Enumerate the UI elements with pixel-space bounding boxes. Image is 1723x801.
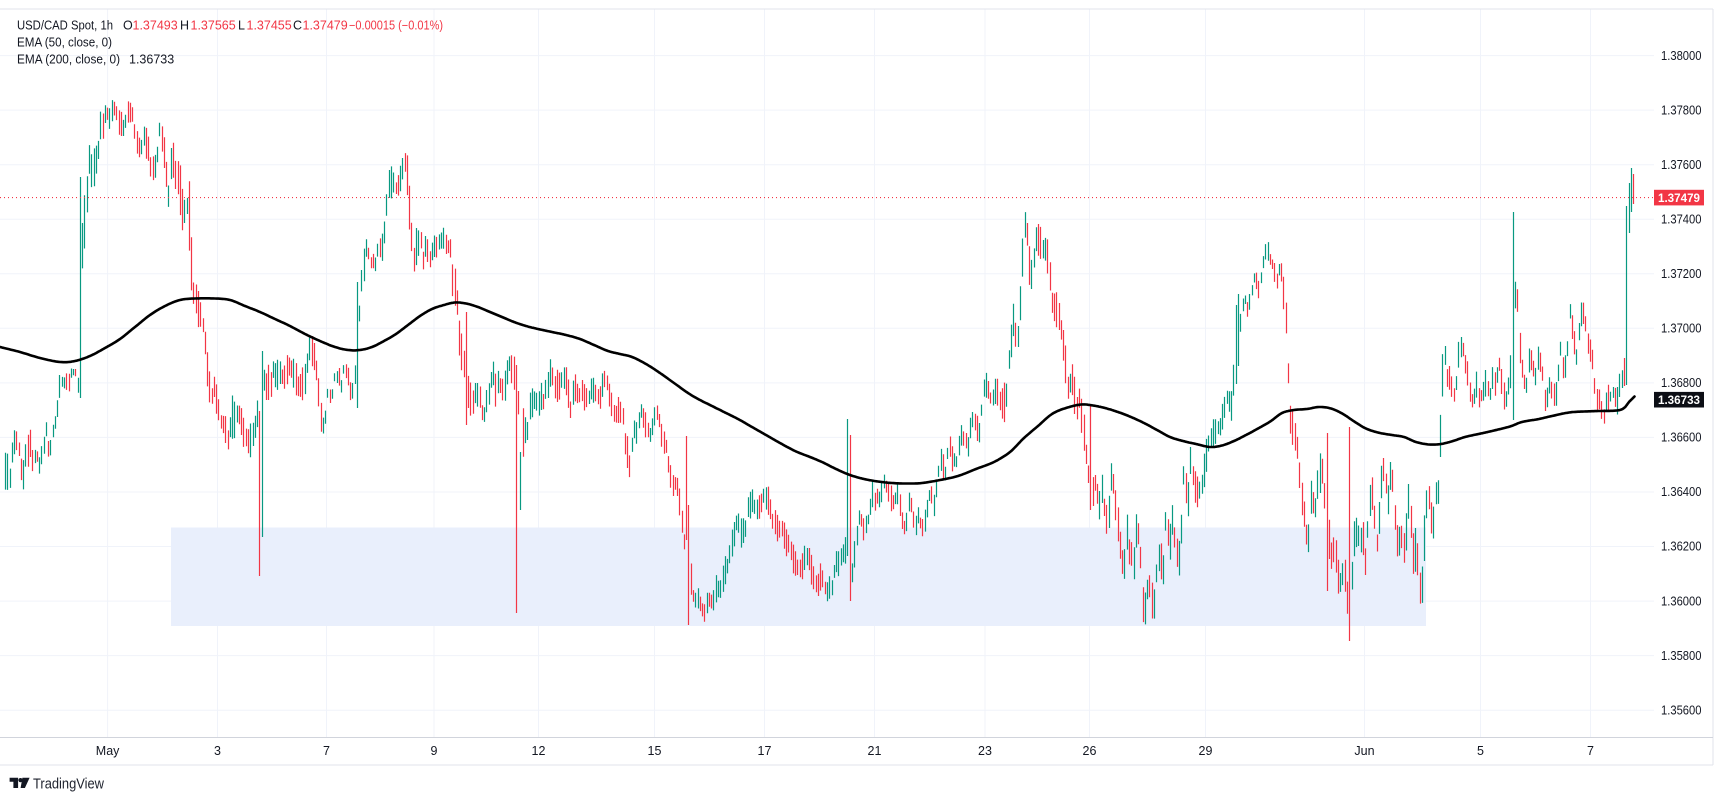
svg-text:3: 3 <box>214 744 221 758</box>
svg-text:1.36200: 1.36200 <box>1661 540 1702 554</box>
svg-text:TradingView: TradingView <box>33 775 104 792</box>
svg-text:1.35600: 1.35600 <box>1661 703 1702 717</box>
svg-text:1.36600: 1.36600 <box>1661 431 1702 445</box>
svg-text:1.36800: 1.36800 <box>1661 376 1702 390</box>
svg-text:1.37600: 1.37600 <box>1661 158 1702 172</box>
svg-text:EMA (200, close, 0): EMA (200, close, 0) <box>17 53 120 67</box>
svg-text:C: C <box>293 19 302 33</box>
svg-text:15: 15 <box>648 744 662 758</box>
svg-text:1.37200: 1.37200 <box>1661 267 1702 281</box>
svg-text:23: 23 <box>978 744 992 758</box>
svg-text:1.36400: 1.36400 <box>1661 485 1702 499</box>
svg-text:USD/CAD Spot, 1h: USD/CAD Spot, 1h <box>17 19 113 33</box>
svg-text:12: 12 <box>532 744 546 758</box>
svg-text:1.37400: 1.37400 <box>1661 212 1702 226</box>
svg-text:1.37479: 1.37479 <box>1658 191 1700 205</box>
svg-text:L: L <box>238 19 245 33</box>
svg-text:H: H <box>180 19 189 33</box>
svg-text:1.37479: 1.37479 <box>303 19 348 33</box>
svg-text:5: 5 <box>1477 744 1484 758</box>
svg-text:21: 21 <box>868 744 882 758</box>
svg-text:1.37493: 1.37493 <box>133 19 178 33</box>
svg-text:1.37800: 1.37800 <box>1661 103 1702 117</box>
svg-text:1.36733: 1.36733 <box>129 53 174 67</box>
svg-text:7: 7 <box>323 744 330 758</box>
svg-text:EMA (50, close, 0): EMA (50, close, 0) <box>17 36 112 50</box>
svg-text:1.36000: 1.36000 <box>1661 594 1702 608</box>
svg-text:1.38000: 1.38000 <box>1661 49 1702 63</box>
svg-text:−0.00015 (−0.01%): −0.00015 (−0.01%) <box>349 19 443 33</box>
svg-text:1.37455: 1.37455 <box>247 19 292 33</box>
svg-text:1.37000: 1.37000 <box>1661 322 1702 336</box>
svg-text:Jun: Jun <box>1354 744 1374 758</box>
svg-text:O: O <box>123 19 133 33</box>
svg-text:29: 29 <box>1199 744 1213 758</box>
svg-text:9: 9 <box>431 744 438 758</box>
svg-text:26: 26 <box>1083 744 1097 758</box>
svg-text:May: May <box>96 744 120 758</box>
svg-text:17: 17 <box>758 744 772 758</box>
svg-text:1.35800: 1.35800 <box>1661 649 1702 663</box>
svg-text:7: 7 <box>1587 744 1594 758</box>
svg-text:1.36733: 1.36733 <box>1658 393 1700 407</box>
svg-text:1.37565: 1.37565 <box>191 19 236 33</box>
